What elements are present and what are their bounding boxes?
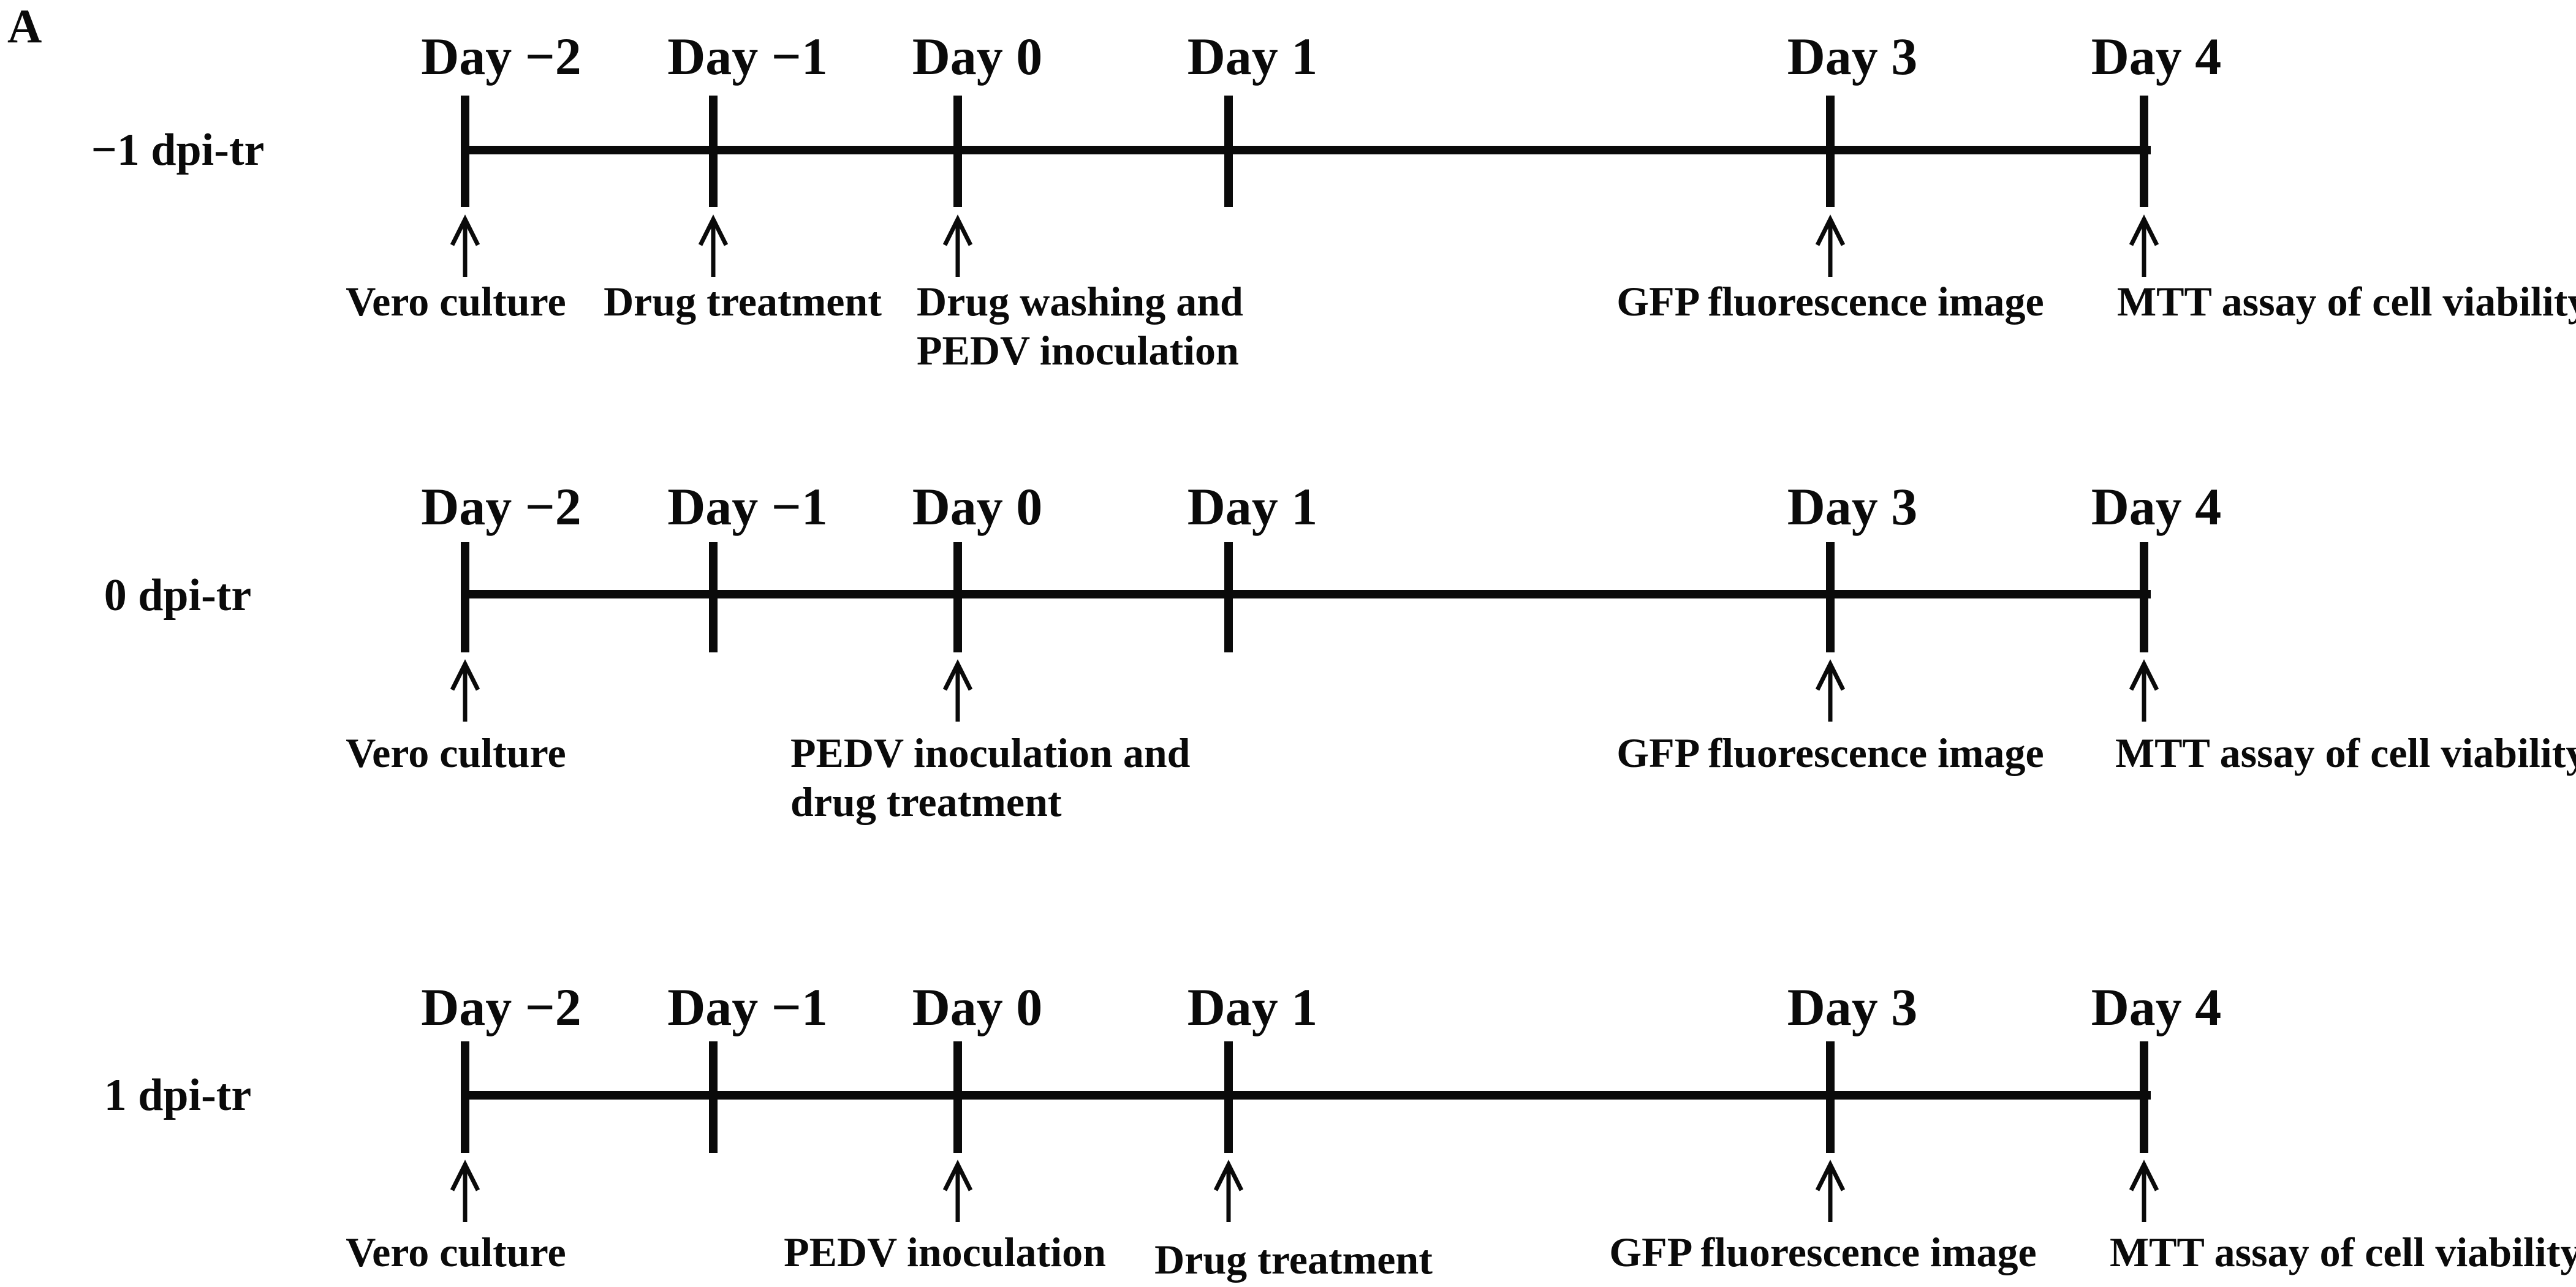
event-label-line: MTT assay of cell viability	[2115, 730, 2576, 776]
arrow-up-icon	[698, 214, 729, 277]
event-label-drug-treatment: Drug treatment	[436, 277, 1049, 326]
event-label-line: Vero culture	[346, 278, 566, 325]
tick-mark	[461, 542, 469, 652]
event-label-line: PEDV inoculation	[917, 327, 1239, 374]
tick-mark	[709, 542, 718, 652]
arrow-up-icon	[450, 214, 480, 277]
tick-mark	[1224, 96, 1233, 207]
arrow-up-icon	[942, 214, 973, 277]
timeline-line	[461, 146, 2151, 154]
event-label-line: GFP fluorescence image	[1616, 278, 2044, 325]
event-label-line: MTT assay of cell viability	[2110, 1229, 2576, 1275]
event-label-line: Vero culture	[346, 730, 566, 776]
event-label-line: Drug treatment	[1154, 1236, 1433, 1283]
event-label-line: drug treatment	[790, 779, 1062, 825]
arrow-up-icon	[1815, 659, 1846, 722]
day-label: Day −2	[421, 978, 581, 1036]
tick-mark	[953, 542, 962, 652]
arrow-up-icon	[942, 1160, 973, 1222]
arrow-up-icon	[450, 659, 480, 722]
tick-mark	[2140, 96, 2148, 207]
tick-mark	[709, 96, 718, 207]
tick-mark	[953, 1041, 962, 1153]
event-label-vero-culture: Vero culture	[150, 728, 762, 777]
day-label: Day 3	[1787, 477, 1918, 536]
event-label-drug-treatment: Drug treatment	[987, 1235, 1600, 1284]
day-label: Day 0	[912, 477, 1043, 536]
arrow-up-icon	[1815, 1160, 1846, 1222]
row-label: −1 dpi-tr	[91, 125, 265, 175]
row-label: 0 dpi-tr	[104, 570, 252, 621]
day-label: Day −1	[667, 978, 828, 1036]
tick-mark	[1224, 1041, 1233, 1153]
event-label-pedv-inoculation: PEDV inoculation	[638, 1228, 1251, 1277]
tick-mark	[1826, 96, 1835, 207]
event-label-gfp-fluorescence-image: GFP fluorescence image	[1517, 1228, 2129, 1277]
tick-mark	[1224, 542, 1233, 652]
event-label-vero-culture: Vero culture	[150, 277, 762, 326]
event-label-line: MTT assay of cell viability	[2117, 278, 2576, 325]
day-label: Day 1	[1187, 477, 1318, 536]
day-label: Day 0	[912, 27, 1043, 86]
day-label: Day 1	[1187, 978, 1318, 1036]
tick-mark	[461, 96, 469, 207]
day-label: Day 3	[1787, 27, 1918, 86]
tick-mark	[953, 96, 962, 207]
tick-mark	[2140, 542, 2148, 652]
timeline-line	[461, 1091, 2151, 1100]
day-label: Day 4	[2091, 978, 2222, 1036]
event-label-vero-culture: Vero culture	[150, 1228, 762, 1277]
tick-mark	[461, 1041, 469, 1153]
event-label-line: GFP fluorescence image	[1616, 730, 2044, 776]
event-label-line: PEDV inoculation and	[790, 730, 1191, 776]
day-label: Day −1	[667, 27, 828, 86]
tick-mark	[709, 1041, 718, 1153]
day-label: Day −2	[421, 27, 581, 86]
event-label-mtt-assay: MTT assay of cell viability	[2110, 1228, 2576, 1277]
arrow-up-icon	[2129, 1160, 2159, 1222]
arrow-up-icon	[942, 659, 973, 722]
event-label-gfp-fluorescence-image: GFP fluorescence image	[1524, 277, 2137, 326]
day-label: Day 0	[912, 978, 1043, 1036]
day-label: Day 4	[2091, 27, 2222, 86]
event-label-pedv-inoculation-drug-treatment: PEDV inoculation and drug treatment	[790, 728, 1190, 826]
event-label-line: GFP fluorescence image	[1609, 1229, 2037, 1275]
day-label: Day 4	[2091, 477, 2222, 536]
row-label: 1 dpi-tr	[104, 1070, 252, 1120]
tick-mark	[1826, 542, 1835, 652]
timeline-line	[461, 590, 2151, 598]
arrow-up-icon	[1815, 214, 1846, 277]
day-label: Day −2	[421, 477, 581, 536]
tick-mark	[1826, 1041, 1835, 1153]
event-label-drug-washing-pedv-inoculation: Drug washing and PEDV inoculation	[917, 277, 1243, 375]
event-label-mtt-assay: MTT assay of cell viability	[2117, 277, 2576, 326]
panel-label: A	[7, 0, 42, 53]
event-label-line: PEDV inoculation	[784, 1229, 1106, 1275]
event-label-line: Vero culture	[346, 1229, 566, 1275]
tick-mark	[2140, 1041, 2148, 1153]
event-label-line: Drug treatment	[604, 278, 882, 325]
arrow-up-icon	[2129, 659, 2159, 722]
day-label: Day −1	[667, 477, 828, 536]
event-label-gfp-fluorescence-image: GFP fluorescence image	[1524, 728, 2137, 777]
event-label-line: Drug washing and	[917, 278, 1243, 325]
day-label: Day 3	[1787, 978, 1918, 1036]
day-label: Day 1	[1187, 27, 1318, 86]
arrow-up-icon	[1213, 1160, 1244, 1222]
arrow-up-icon	[450, 1160, 480, 1222]
arrow-up-icon	[2129, 214, 2159, 277]
event-label-mtt-assay: MTT assay of cell viability	[2115, 728, 2576, 777]
